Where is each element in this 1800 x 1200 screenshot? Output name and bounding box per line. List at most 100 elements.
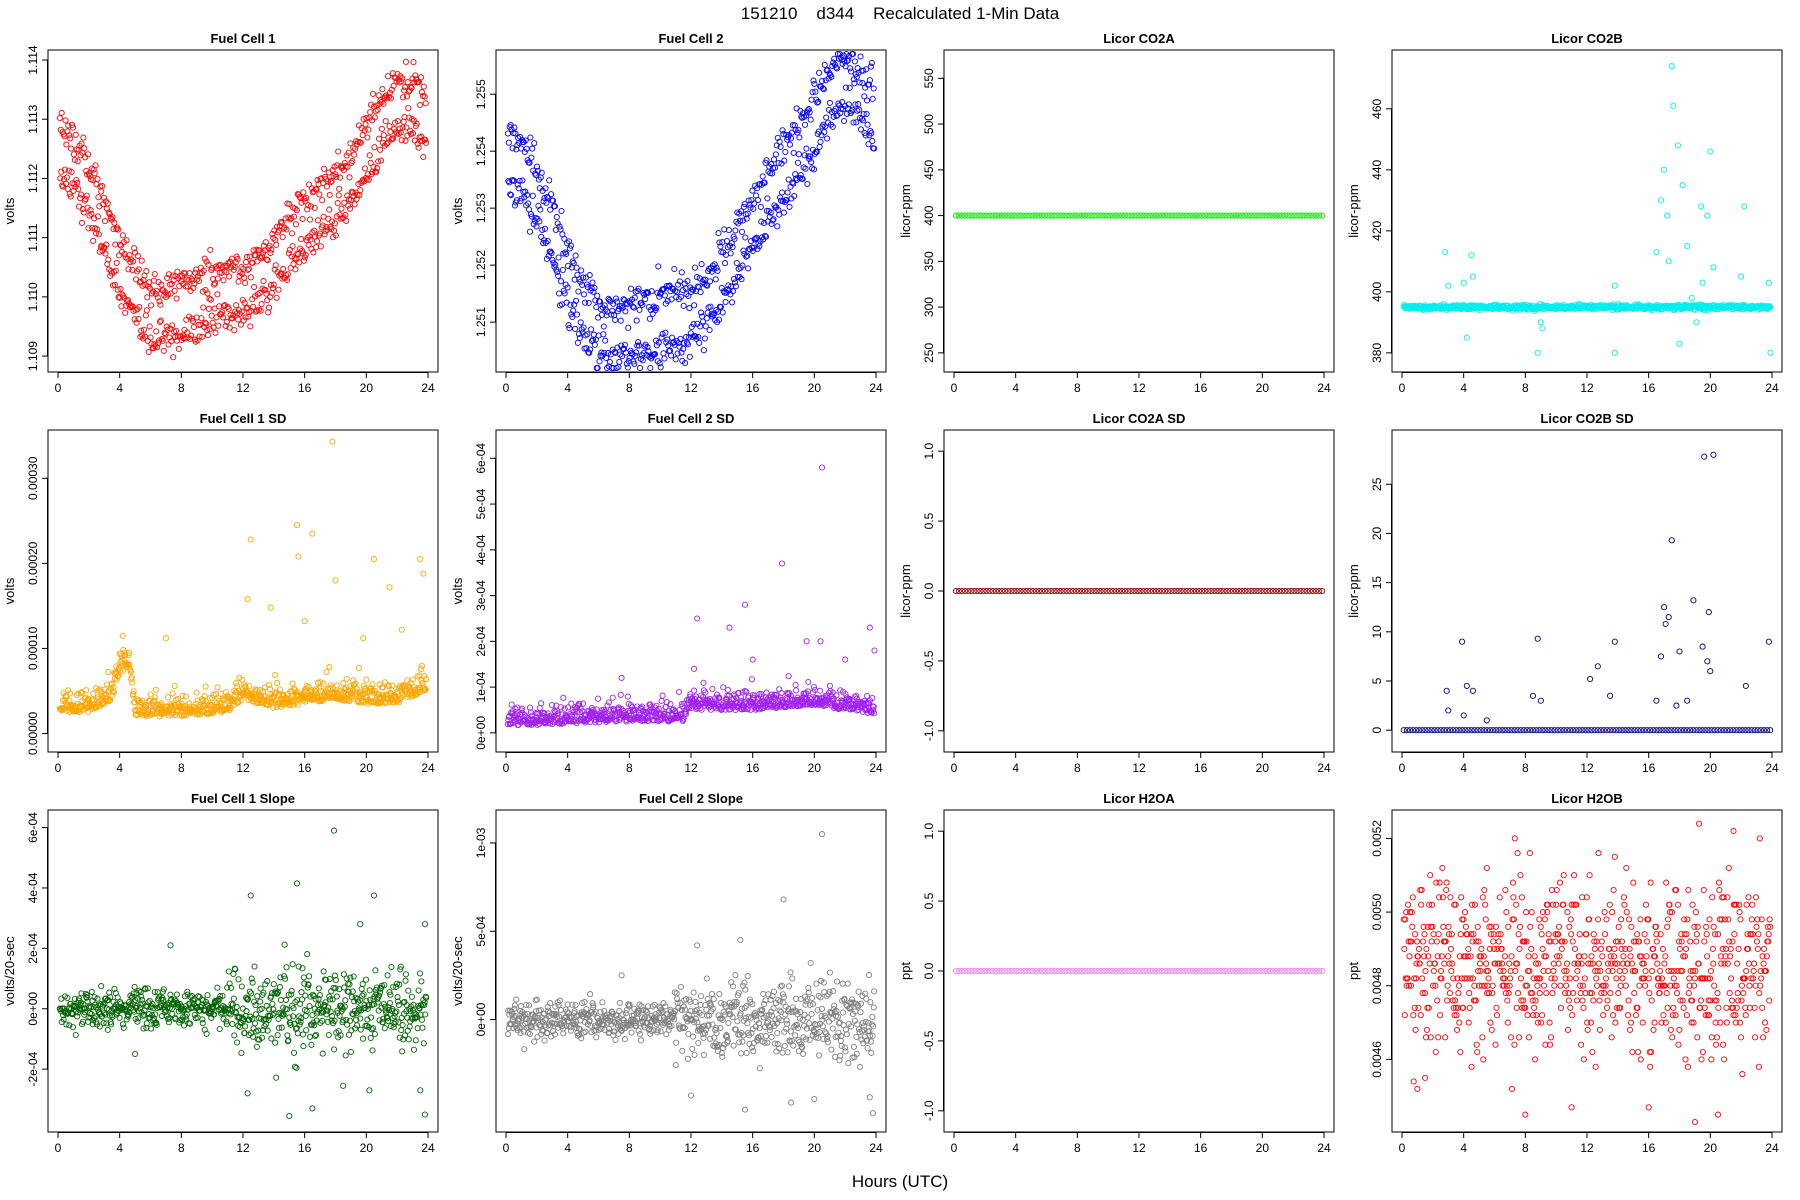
data-point <box>153 328 160 335</box>
data-point <box>635 339 642 346</box>
data-point-outlier <box>1460 712 1467 719</box>
data-point <box>293 207 300 214</box>
data-point <box>625 324 632 331</box>
data-point <box>226 273 233 280</box>
data-point-outlier <box>420 570 427 577</box>
data-point <box>122 309 129 316</box>
data-point-outlier <box>1443 687 1450 694</box>
data-point <box>142 312 149 319</box>
data-point <box>112 241 119 248</box>
data-point <box>680 302 687 309</box>
data-point <box>224 262 231 270</box>
y-axis-label: licor-ppm <box>1346 184 1361 237</box>
data-point <box>311 204 318 211</box>
data-point <box>205 261 212 268</box>
data-point <box>280 225 287 232</box>
data-point <box>62 180 70 187</box>
data-point <box>214 291 221 298</box>
data-point <box>780 209 787 216</box>
data-point <box>211 281 218 288</box>
data-point <box>149 344 156 351</box>
data-point-outlier <box>1704 658 1711 665</box>
data-point-outlier <box>329 438 336 445</box>
data-point <box>230 266 237 273</box>
data-point <box>102 198 109 205</box>
data-point <box>273 241 280 248</box>
data-point <box>140 326 148 333</box>
data-point <box>311 227 318 234</box>
data-point <box>234 256 241 263</box>
x-tick-label: 4 <box>564 761 571 775</box>
data-point <box>86 172 93 179</box>
data-point <box>518 195 525 202</box>
data-point <box>560 694 567 701</box>
data-point <box>113 259 120 266</box>
data-point <box>213 314 220 321</box>
x-tick-label: 0 <box>503 381 510 395</box>
data-point <box>867 63 874 70</box>
y-tick-label: 25 <box>1370 477 1384 491</box>
data-point-outlier <box>1668 537 1675 544</box>
data-point <box>139 282 146 289</box>
data-point <box>232 259 239 266</box>
data-point-outlier <box>301 618 308 625</box>
data-point <box>691 687 698 694</box>
data-point <box>786 203 793 210</box>
data-point <box>517 198 524 205</box>
data-point-outlier <box>1665 258 1672 265</box>
data-point <box>229 315 236 322</box>
data-point <box>846 84 853 91</box>
data-point <box>340 167 347 174</box>
data-point-outlier <box>1698 203 1705 210</box>
data-point <box>712 276 719 283</box>
data-point <box>220 302 228 310</box>
panel-title: Licor CO2B <box>1551 31 1623 46</box>
data-point <box>557 278 565 285</box>
data-point <box>794 159 802 166</box>
data-point <box>526 228 534 235</box>
data-point <box>95 194 102 201</box>
data-point <box>285 250 292 257</box>
data-point-outlier <box>866 624 873 631</box>
data-point <box>344 192 351 199</box>
x-tick-label: 4 <box>116 761 123 775</box>
data-point <box>291 205 299 212</box>
data-point-outlier <box>1657 197 1665 204</box>
y-tick-label: 20 <box>1370 526 1384 540</box>
data-points <box>504 464 878 729</box>
x-tick-label: 4 <box>1460 761 1467 775</box>
data-point <box>250 303 257 310</box>
data-point <box>347 140 354 147</box>
data-point-outlier <box>1653 249 1660 256</box>
data-point <box>782 148 789 156</box>
data-point <box>93 226 101 233</box>
data-point <box>58 109 65 116</box>
data-point <box>655 263 662 270</box>
data-point <box>374 165 381 172</box>
data-point <box>605 699 612 706</box>
figure-title: 151210 d344 Recalculated 1-Min Data <box>740 4 1060 23</box>
data-point <box>75 185 82 193</box>
data-point <box>155 340 162 347</box>
data-point <box>360 115 367 123</box>
data-point <box>258 253 266 260</box>
data-point <box>314 217 322 224</box>
data-point-outlier <box>1611 282 1618 289</box>
data-point <box>367 159 374 166</box>
data-point <box>658 697 665 704</box>
data-point <box>68 145 75 152</box>
data-point <box>328 178 335 185</box>
data-point <box>274 223 281 230</box>
data-point-outlier <box>1701 453 1708 460</box>
data-point <box>262 239 269 246</box>
data-point <box>207 246 214 253</box>
data-point <box>104 260 111 268</box>
data-point <box>722 298 729 306</box>
data-point <box>243 305 250 312</box>
data-point <box>262 286 269 293</box>
data-point <box>101 218 109 225</box>
x-tick-label: 0 <box>951 381 958 395</box>
y-tick-label: 1.0 <box>922 443 936 460</box>
